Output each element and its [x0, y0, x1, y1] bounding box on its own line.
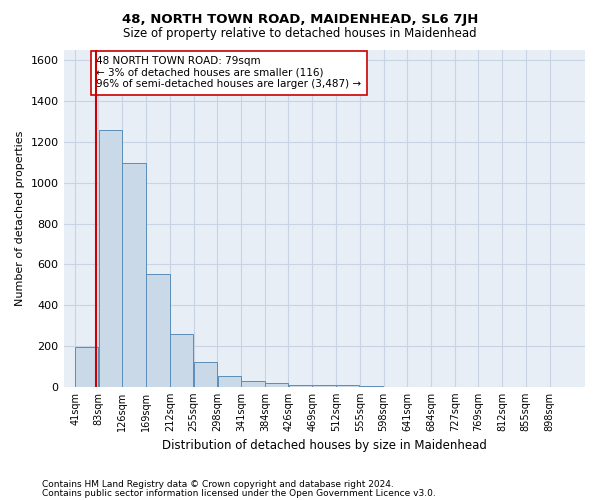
Text: Contains HM Land Registry data © Crown copyright and database right 2024.: Contains HM Land Registry data © Crown c…: [42, 480, 394, 489]
Bar: [76, 347, 98, 387]
Bar: [170, 334, 193, 387]
X-axis label: Distribution of detached houses by size in Maidenhead: Distribution of detached houses by size …: [162, 440, 487, 452]
Bar: [360, 386, 383, 387]
Bar: [336, 385, 359, 387]
Bar: [146, 274, 170, 387]
Text: Contains public sector information licensed under the Open Government Licence v3: Contains public sector information licen…: [42, 488, 436, 498]
Y-axis label: Number of detached properties: Number of detached properties: [15, 130, 25, 306]
Text: Size of property relative to detached houses in Maidenhead: Size of property relative to detached ho…: [123, 28, 477, 40]
Text: 48 NORTH TOWN ROAD: 79sqm
← 3% of detached houses are smaller (116)
96% of semi-: 48 NORTH TOWN ROAD: 79sqm ← 3% of detach…: [96, 56, 361, 90]
Bar: [313, 385, 335, 387]
Text: 48, NORTH TOWN ROAD, MAIDENHEAD, SL6 7JH: 48, NORTH TOWN ROAD, MAIDENHEAD, SL6 7JH: [122, 12, 478, 26]
Bar: [265, 382, 288, 387]
Bar: [241, 380, 265, 387]
Bar: [194, 362, 217, 387]
Bar: [122, 164, 146, 387]
Bar: [98, 130, 122, 387]
Bar: [289, 385, 312, 387]
Bar: [218, 376, 241, 387]
